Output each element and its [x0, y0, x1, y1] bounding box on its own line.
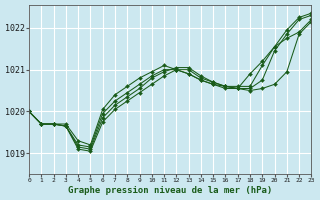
- X-axis label: Graphe pression niveau de la mer (hPa): Graphe pression niveau de la mer (hPa): [68, 186, 272, 195]
